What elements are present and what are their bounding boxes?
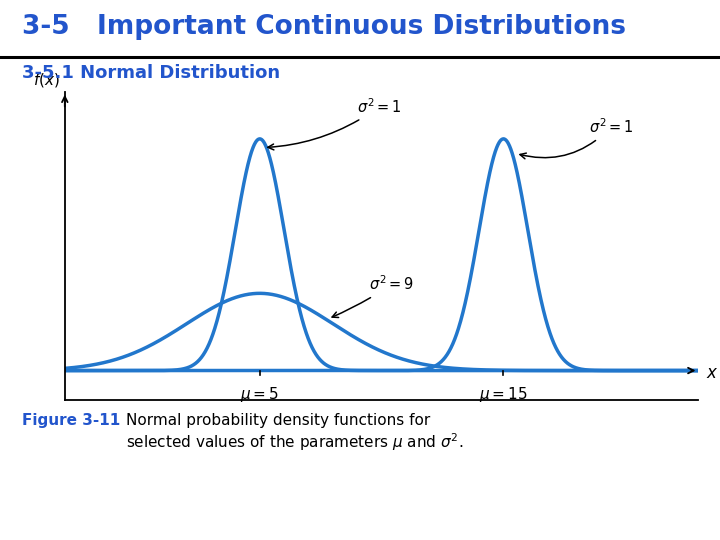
Text: $\mu = 15$: $\mu = 15$ <box>479 385 528 404</box>
Text: $f(x)$: $f(x)$ <box>33 71 60 89</box>
Text: $\sigma^2 = 1$: $\sigma^2 = 1$ <box>268 97 402 150</box>
Text: 3-5   Important Continuous Distributions: 3-5 Important Continuous Distributions <box>22 14 626 39</box>
Text: $\sigma^2 = 9$: $\sigma^2 = 9$ <box>332 275 415 318</box>
Text: 3-5.1 Normal Distribution: 3-5.1 Normal Distribution <box>22 64 280 82</box>
Text: $x$: $x$ <box>706 364 718 382</box>
Text: $\mu = 5$: $\mu = 5$ <box>240 385 279 404</box>
Text: $\sigma^2 = 1$: $\sigma^2 = 1$ <box>520 117 634 159</box>
Text: Normal probability density functions for
selected values of the parameters $\mu$: Normal probability density functions for… <box>126 413 464 453</box>
Text: Figure 3-11: Figure 3-11 <box>22 413 120 428</box>
